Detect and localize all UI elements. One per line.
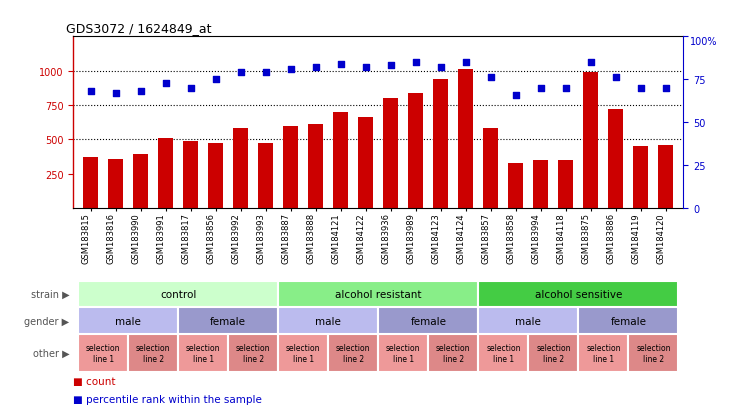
- Point: [185, 85, 197, 92]
- Point: [235, 70, 246, 76]
- Bar: [258, 144, 273, 209]
- Point: [160, 80, 172, 87]
- Point: [485, 75, 496, 82]
- Bar: [333, 113, 348, 209]
- Bar: [108, 159, 123, 209]
- Bar: [279, 335, 328, 372]
- Point: [585, 59, 596, 66]
- Point: [260, 70, 272, 76]
- Text: selection
line 1: selection line 1: [286, 344, 320, 363]
- Bar: [308, 124, 323, 209]
- Bar: [659, 145, 673, 209]
- Bar: [483, 129, 499, 209]
- Bar: [383, 99, 398, 209]
- Bar: [78, 335, 128, 372]
- Bar: [178, 335, 228, 372]
- Point: [210, 77, 221, 83]
- Text: strain ▶: strain ▶: [31, 289, 69, 299]
- Text: other ▶: other ▶: [33, 348, 69, 358]
- Bar: [458, 70, 474, 209]
- Bar: [634, 147, 648, 209]
- Text: male: male: [315, 316, 341, 326]
- Bar: [529, 335, 578, 372]
- Point: [460, 59, 471, 66]
- Text: selection
line 2: selection line 2: [236, 344, 270, 363]
- Text: alcohol sensitive: alcohol sensitive: [535, 289, 622, 299]
- Bar: [428, 335, 478, 372]
- Point: [660, 85, 672, 92]
- Point: [510, 92, 522, 99]
- Bar: [233, 129, 249, 209]
- Point: [85, 89, 96, 95]
- Text: GDS3072 / 1624849_at: GDS3072 / 1624849_at: [66, 22, 211, 35]
- Bar: [583, 73, 599, 209]
- Text: selection
line 1: selection line 1: [386, 344, 420, 363]
- Bar: [208, 144, 223, 209]
- Bar: [78, 281, 279, 308]
- Bar: [78, 308, 178, 335]
- Text: ■ percentile rank within the sample: ■ percentile rank within the sample: [73, 394, 262, 404]
- Text: female: female: [610, 316, 646, 326]
- Bar: [478, 281, 678, 308]
- Point: [435, 65, 447, 71]
- Point: [135, 89, 146, 95]
- Text: selection
line 2: selection line 2: [436, 344, 471, 363]
- Bar: [178, 308, 279, 335]
- Point: [635, 85, 647, 92]
- Bar: [629, 335, 678, 372]
- Text: selection
line 1: selection line 1: [186, 344, 221, 363]
- Point: [535, 85, 547, 92]
- Text: control: control: [160, 289, 197, 299]
- Text: selection
line 1: selection line 1: [86, 344, 121, 363]
- Bar: [409, 93, 423, 209]
- Bar: [133, 155, 148, 209]
- Point: [285, 66, 297, 73]
- Text: selection
line 2: selection line 2: [636, 344, 671, 363]
- Text: selection
line 1: selection line 1: [586, 344, 621, 363]
- Bar: [279, 308, 379, 335]
- Text: selection
line 2: selection line 2: [336, 344, 371, 363]
- Point: [335, 61, 346, 68]
- Bar: [534, 161, 548, 209]
- Text: selection
line 1: selection line 1: [486, 344, 520, 363]
- Text: female: female: [211, 316, 246, 326]
- Bar: [283, 126, 298, 209]
- Point: [310, 65, 322, 71]
- Text: ■ count: ■ count: [73, 376, 115, 386]
- Bar: [578, 308, 678, 335]
- Bar: [478, 308, 578, 335]
- Text: male: male: [115, 316, 141, 326]
- Bar: [379, 335, 428, 372]
- Bar: [83, 158, 98, 209]
- Text: male: male: [515, 316, 542, 326]
- Text: selection
line 2: selection line 2: [136, 344, 170, 363]
- Bar: [433, 80, 448, 209]
- Point: [360, 65, 371, 71]
- Point: [560, 85, 572, 92]
- Bar: [158, 139, 173, 209]
- Bar: [508, 163, 523, 209]
- Bar: [558, 161, 573, 209]
- Text: selection
line 2: selection line 2: [536, 344, 571, 363]
- Bar: [279, 281, 478, 308]
- Point: [610, 75, 622, 82]
- Bar: [183, 141, 198, 209]
- Bar: [379, 308, 478, 335]
- Bar: [228, 335, 279, 372]
- Bar: [358, 118, 374, 209]
- Text: gender ▶: gender ▶: [24, 316, 69, 326]
- Point: [385, 63, 397, 70]
- Text: 100%: 100%: [689, 37, 717, 47]
- Bar: [128, 335, 178, 372]
- Text: female: female: [410, 316, 447, 326]
- Bar: [578, 335, 629, 372]
- Bar: [328, 335, 379, 372]
- Bar: [608, 110, 624, 209]
- Text: alcohol resistant: alcohol resistant: [335, 289, 422, 299]
- Bar: [478, 335, 529, 372]
- Point: [110, 90, 121, 97]
- Point: [410, 59, 422, 66]
